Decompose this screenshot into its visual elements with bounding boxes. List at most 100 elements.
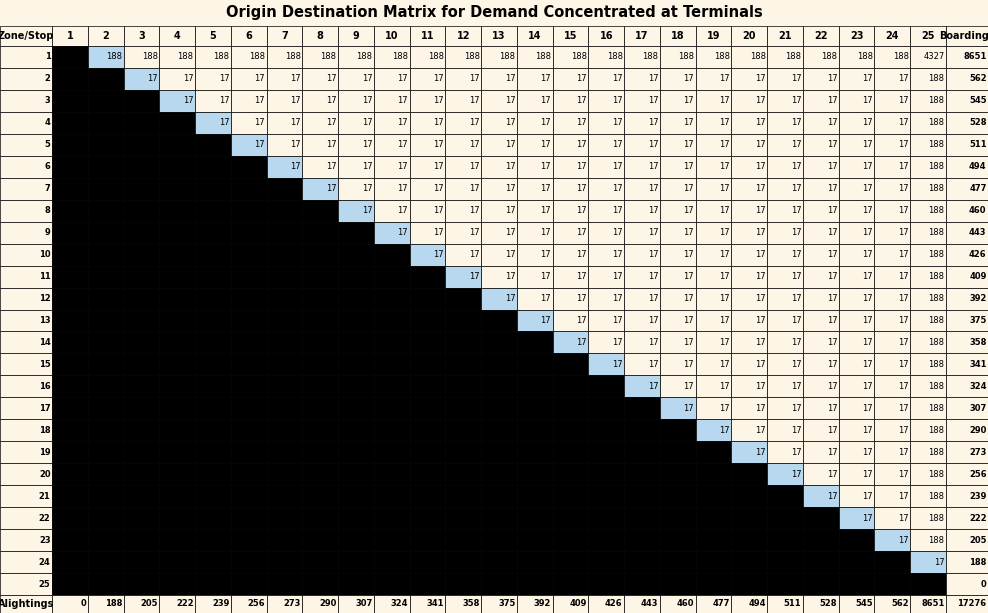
Bar: [839, 134, 874, 156]
Text: 17: 17: [326, 74, 337, 83]
Text: 17: 17: [684, 140, 695, 150]
Text: 20: 20: [39, 470, 50, 479]
Text: 273: 273: [969, 447, 986, 457]
Text: 188: 188: [929, 294, 945, 303]
Text: 188: 188: [678, 53, 695, 61]
Bar: [88, 529, 124, 551]
Text: 17: 17: [898, 536, 909, 544]
Text: 17: 17: [827, 96, 837, 105]
Bar: [302, 287, 338, 310]
Bar: [589, 573, 624, 595]
Bar: [159, 595, 195, 613]
Text: 17: 17: [505, 118, 516, 128]
Text: 17: 17: [898, 316, 909, 325]
Bar: [195, 156, 231, 178]
Bar: [874, 90, 910, 112]
Text: 17: 17: [576, 272, 587, 281]
Bar: [768, 287, 803, 310]
Bar: [159, 287, 195, 310]
Bar: [768, 354, 803, 375]
Text: 17: 17: [326, 162, 337, 171]
Bar: [946, 243, 988, 265]
Bar: [88, 354, 124, 375]
Bar: [946, 441, 988, 463]
Bar: [410, 112, 446, 134]
Bar: [660, 26, 696, 46]
Text: 17: 17: [648, 96, 658, 105]
Bar: [267, 68, 302, 90]
Bar: [552, 463, 589, 485]
Text: 9: 9: [44, 228, 50, 237]
Text: 17: 17: [827, 228, 837, 237]
Bar: [839, 243, 874, 265]
Bar: [839, 375, 874, 397]
Bar: [874, 112, 910, 134]
Bar: [839, 112, 874, 134]
Text: 188: 188: [929, 272, 945, 281]
Bar: [946, 134, 988, 156]
Text: 11: 11: [421, 31, 435, 41]
Bar: [910, 332, 946, 354]
Text: 17: 17: [755, 96, 766, 105]
Text: 188: 188: [929, 514, 945, 523]
Bar: [624, 507, 660, 529]
Bar: [696, 68, 731, 90]
Text: 17: 17: [790, 316, 801, 325]
Bar: [0, 529, 52, 551]
Bar: [803, 375, 839, 397]
Text: 17: 17: [790, 294, 801, 303]
Text: 17: 17: [397, 118, 408, 128]
Bar: [446, 243, 481, 265]
Text: 17: 17: [648, 162, 658, 171]
Text: 17: 17: [863, 272, 873, 281]
Text: 477: 477: [969, 185, 986, 193]
Bar: [338, 507, 373, 529]
Bar: [481, 90, 517, 112]
Text: 426: 426: [605, 600, 622, 609]
Bar: [624, 156, 660, 178]
Text: 25: 25: [922, 31, 935, 41]
Text: 17: 17: [684, 272, 695, 281]
Text: 17: 17: [719, 250, 730, 259]
Bar: [481, 265, 517, 287]
Bar: [660, 332, 696, 354]
Bar: [267, 287, 302, 310]
Text: 307: 307: [969, 404, 986, 413]
Bar: [696, 397, 731, 419]
Text: 375: 375: [498, 600, 516, 609]
Text: 188: 188: [392, 53, 408, 61]
Bar: [624, 375, 660, 397]
Bar: [88, 595, 124, 613]
Bar: [267, 375, 302, 397]
Bar: [446, 441, 481, 463]
Text: 17: 17: [755, 140, 766, 150]
Bar: [803, 573, 839, 595]
Bar: [552, 332, 589, 354]
Text: 22: 22: [39, 514, 50, 523]
Bar: [946, 507, 988, 529]
Bar: [338, 112, 373, 134]
Text: 17: 17: [540, 185, 551, 193]
Text: 17: 17: [863, 74, 873, 83]
Bar: [0, 573, 52, 595]
Bar: [267, 595, 302, 613]
Text: 188: 188: [213, 53, 229, 61]
Text: 188: 188: [929, 140, 945, 150]
Text: 17: 17: [469, 185, 479, 193]
Bar: [52, 551, 88, 573]
Bar: [803, 507, 839, 529]
Text: 17: 17: [934, 558, 945, 566]
Bar: [910, 112, 946, 134]
Bar: [124, 551, 159, 573]
Text: 307: 307: [355, 600, 372, 609]
Bar: [696, 375, 731, 397]
Text: 17: 17: [469, 96, 479, 105]
Text: 188: 188: [929, 96, 945, 105]
Bar: [731, 26, 768, 46]
Text: 17: 17: [719, 338, 730, 347]
Text: Boardings: Boardings: [940, 31, 988, 41]
Bar: [517, 178, 552, 200]
Text: 17: 17: [505, 140, 516, 150]
Bar: [624, 397, 660, 419]
Text: 188: 188: [929, 447, 945, 457]
